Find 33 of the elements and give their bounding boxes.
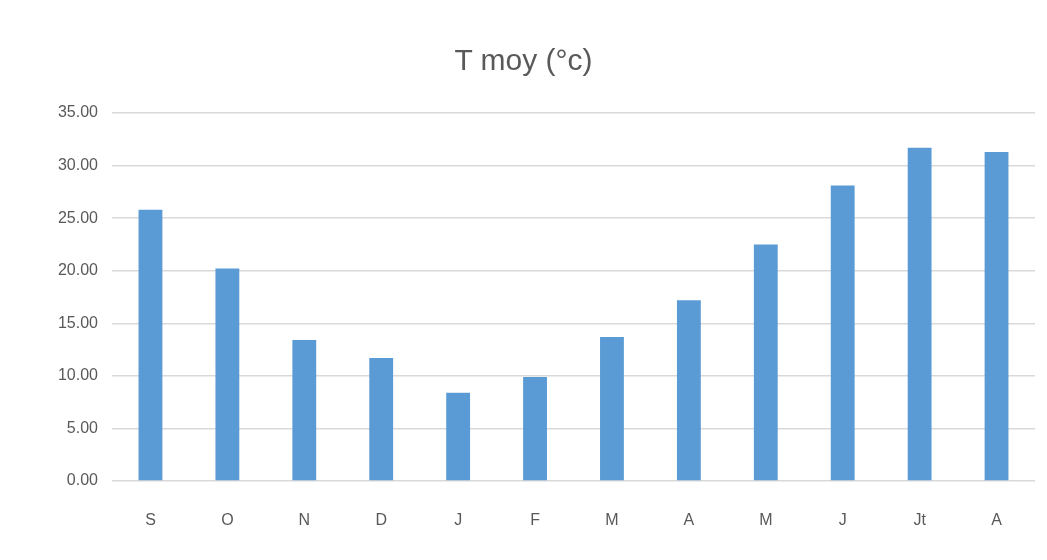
bar bbox=[600, 336, 624, 481]
x-tick-label: D bbox=[375, 511, 387, 529]
x-tick-label: O bbox=[221, 511, 234, 529]
bar bbox=[369, 357, 394, 481]
y-tick-label: 5.00 bbox=[66, 418, 99, 436]
bar bbox=[753, 244, 778, 481]
x-tick-label: S bbox=[145, 511, 156, 529]
bar bbox=[138, 209, 163, 481]
y-tick-label: 10.00 bbox=[57, 366, 99, 384]
y-tick-label: 20.00 bbox=[57, 261, 99, 279]
x-tick-label: A bbox=[683, 511, 695, 529]
bar bbox=[830, 185, 855, 481]
x-tick-label: F bbox=[530, 511, 541, 529]
x-tick-label: M bbox=[759, 511, 773, 529]
bar bbox=[523, 376, 547, 481]
x-tick-label: A bbox=[991, 511, 1003, 529]
bar bbox=[907, 147, 932, 481]
x-tick-label: J bbox=[838, 511, 847, 529]
chart-title: T moy (°c) bbox=[454, 43, 593, 77]
bar bbox=[676, 300, 701, 481]
x-tick-label: Jt bbox=[913, 511, 927, 529]
y-tick-label: 25.00 bbox=[57, 208, 99, 226]
y-tick-label: 35.00 bbox=[57, 103, 99, 121]
bar bbox=[984, 151, 1009, 481]
x-tick-label: J bbox=[454, 511, 463, 529]
bar bbox=[292, 340, 317, 481]
y-tick-label: 30.00 bbox=[57, 155, 99, 173]
bar bbox=[446, 392, 471, 481]
x-tick-label: M bbox=[605, 511, 619, 529]
y-tick-label: 0.00 bbox=[66, 471, 99, 489]
y-tick-label: 15.00 bbox=[57, 313, 99, 331]
bar bbox=[215, 268, 240, 481]
x-tick-label: N bbox=[298, 511, 311, 529]
